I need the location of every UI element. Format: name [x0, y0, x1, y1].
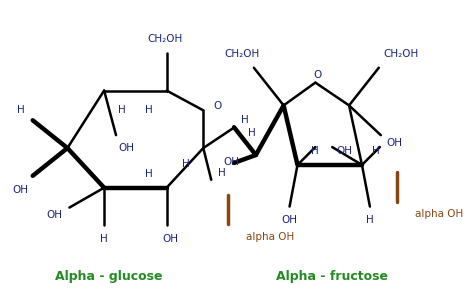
Text: H: H [145, 105, 153, 116]
Text: H: H [145, 169, 153, 179]
Text: H: H [100, 234, 108, 244]
Text: H: H [248, 128, 256, 138]
Text: H: H [118, 105, 126, 116]
Text: CH₂OH: CH₂OH [383, 49, 418, 59]
Text: OH: OH [223, 157, 239, 167]
Text: O: O [213, 101, 221, 111]
Text: Alpha - fructose: Alpha - fructose [276, 270, 388, 283]
Text: H: H [372, 146, 380, 156]
Text: OH: OH [282, 215, 298, 225]
Text: H: H [218, 168, 226, 178]
Text: CH₂OH: CH₂OH [224, 49, 260, 59]
Text: OH: OH [46, 210, 63, 221]
Text: OH: OH [387, 138, 403, 148]
Text: H: H [182, 159, 189, 169]
Text: alpha OH: alpha OH [246, 232, 294, 242]
Text: O: O [313, 70, 321, 80]
Text: H: H [17, 105, 25, 116]
Text: H: H [241, 115, 249, 125]
Text: alpha OH: alpha OH [415, 209, 463, 220]
Text: H: H [311, 146, 319, 156]
Text: Alpha - glucose: Alpha - glucose [55, 270, 163, 283]
Text: OH: OH [163, 234, 179, 244]
Text: OH: OH [118, 143, 134, 153]
Text: OH: OH [13, 185, 29, 195]
Text: H: H [366, 215, 374, 225]
Text: CH₂OH: CH₂OH [147, 34, 182, 44]
Text: OH: OH [336, 146, 352, 156]
